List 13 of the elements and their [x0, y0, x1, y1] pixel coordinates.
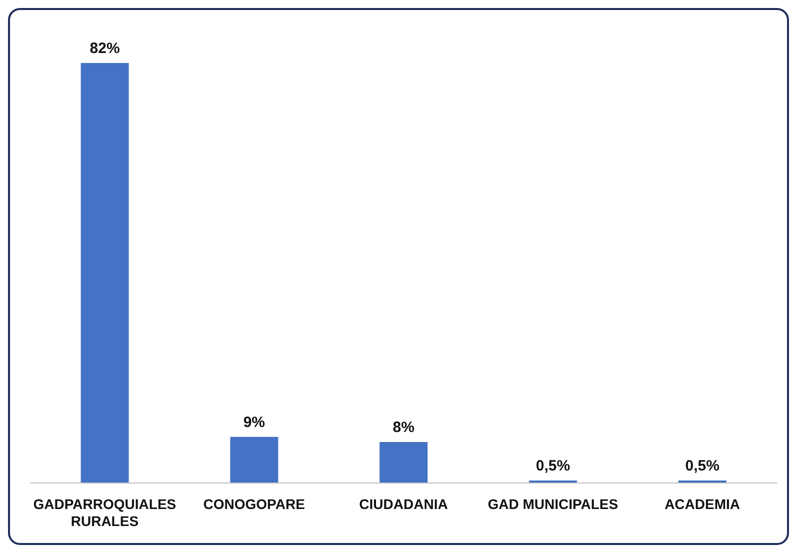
data-label: 9%	[243, 414, 266, 431]
bar	[380, 442, 428, 483]
data-label: 0,5%	[536, 457, 570, 474]
data-label: 8%	[392, 419, 414, 436]
x-tick-label: CIUDADANIA	[359, 496, 448, 512]
x-tick-label: ACADEMIA	[664, 496, 740, 512]
bar	[230, 436, 278, 483]
bar	[80, 63, 129, 483]
x-tick-label: CONOGOPARE	[203, 496, 305, 512]
data-label: 82%	[90, 40, 120, 57]
x-tick-label: GAD MUNICIPALES	[488, 496, 618, 512]
x-tick-label: GADPARROQUIALES RURALES	[33, 496, 176, 529]
data-label: 0,5%	[685, 457, 720, 474]
